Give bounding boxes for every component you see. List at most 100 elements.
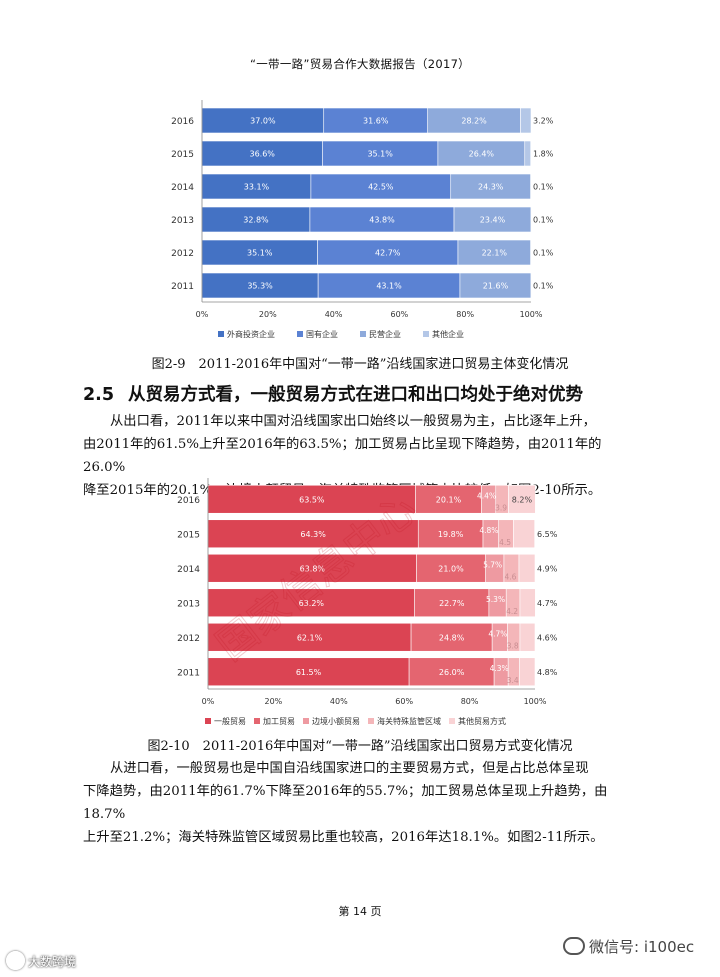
bar-segment (201, 173, 312, 200)
x-tick-label: 100% (524, 697, 547, 706)
bar-segment (459, 272, 532, 299)
bar-segment (520, 107, 532, 134)
data-label: 31.6% (363, 117, 389, 126)
category-label: 2016 (171, 117, 194, 127)
category-label: 2015 (177, 530, 200, 540)
data-label: 4.7% (488, 629, 507, 638)
paragraph-line: 由2011年的61.5%上升至2016年的63.5%；加工贸易占比呈现下降趋势，… (83, 437, 602, 475)
section-title: 从贸易方式看，一般贸易方式在进口和出口均处于绝对优势 (128, 385, 584, 405)
data-label: 63.2% (299, 599, 325, 608)
legend-label: 一般贸易 (214, 716, 246, 726)
data-label: 35.1% (247, 249, 273, 258)
bar-segment (519, 588, 536, 618)
figure-2-9-caption: 图2-9 2011-2016年中国对“一带一路”沿线国家进口贸易主体变化情况 (151, 357, 569, 372)
category-label: 2013 (171, 216, 194, 226)
data-label: 26.4% (469, 150, 495, 159)
data-label: 3.2% (533, 117, 554, 126)
paragraph-line: 下降趋势，由2011年的61.7%下降至2016年的55.7%；加工贸易总体呈现… (83, 784, 608, 822)
bar-segment (410, 622, 493, 652)
bar-segment (317, 239, 459, 266)
legend-swatch (218, 331, 224, 337)
data-label: 22.1% (482, 249, 508, 258)
data-label: 4.7% (537, 599, 558, 608)
data-label: 37.0% (250, 117, 276, 126)
category-label: 2015 (171, 150, 194, 160)
data-label: 61.5% (296, 668, 322, 677)
export-trade-mode-stacked-bar-chart: 2016 63.5% 20.1% 4.4% 3.9 8.2% 2015 64.3% 19.8% 4… (177, 478, 558, 726)
data-label: 35.3% (247, 282, 273, 291)
bar-segment (508, 484, 536, 514)
bar-segment (323, 107, 428, 134)
data-label: 4.2 (506, 607, 518, 616)
category-label: 2013 (177, 599, 200, 609)
data-label: 4.6% (537, 633, 558, 642)
data-label: 19.8% (438, 530, 464, 539)
data-label: 36.6% (249, 150, 275, 159)
paragraph-line: 从进口看，一般贸易也是中国自沿线国家进口的主要贸易方式，但是占比总体呈现 (110, 761, 589, 776)
data-label: 0.1% (533, 216, 554, 225)
bar-segment (415, 484, 482, 514)
legend-label: 国有企业 (306, 329, 338, 339)
x-tick-label: 60% (391, 310, 409, 319)
data-label: 62.1% (297, 633, 323, 642)
bar-segment (317, 272, 461, 299)
bar-segment (207, 657, 410, 687)
x-tick-label: 80% (461, 697, 479, 706)
x-tick-label: 60% (395, 697, 413, 706)
x-tick-label: 100% (520, 310, 543, 319)
category-label: 2012 (171, 249, 194, 259)
x-tick-label: 40% (330, 697, 348, 706)
data-label: 42.7% (375, 249, 401, 258)
wechat-icon (563, 937, 585, 955)
legend-swatch (449, 718, 455, 724)
bar-segment (453, 206, 532, 233)
category-label: 2011 (171, 282, 194, 292)
x-tick-label: 0% (202, 697, 215, 706)
data-label: 4.4% (477, 491, 496, 500)
watermark-left-text: 大数跨境 (28, 955, 77, 969)
data-label: 8.2% (512, 495, 533, 504)
category-label: 2016 (177, 496, 200, 506)
data-label: 0.1% (533, 183, 554, 192)
legend-label: 民营企业 (369, 329, 401, 339)
bar-segment (437, 140, 526, 167)
data-label: 64.3% (300, 530, 326, 539)
data-label: 0.1% (533, 249, 554, 258)
data-label: 6.5% (537, 530, 558, 539)
data-label: 28.2% (461, 117, 487, 126)
category-label: 2011 (177, 668, 200, 678)
bar-segment (207, 622, 412, 652)
paragraph-line: 上升至21.2%；海关特殊监管区域贸易比重也较高，2016年达18.1%。如图2… (83, 830, 604, 845)
bar-segment (201, 107, 325, 134)
section-number: 2.5 (83, 385, 115, 405)
bar-segment (207, 484, 416, 514)
data-label: 32.8% (243, 216, 269, 225)
bar-segment (530, 239, 532, 266)
data-label: 4.5 (499, 538, 511, 547)
legend-swatch (368, 718, 374, 724)
x-tick-label: 20% (265, 697, 283, 706)
data-label: 0.1% (533, 282, 554, 291)
data-label: 5.7% (483, 560, 502, 569)
legend-swatch (360, 331, 366, 337)
data-label: 3.8 (507, 641, 519, 650)
data-label: 63.8% (300, 564, 326, 573)
data-label: 63.5% (299, 495, 325, 504)
report-header-title: “一带一路”贸易合作大数据报告（2017） (250, 57, 470, 71)
category-label: 2014 (177, 565, 200, 575)
data-label: 23.4% (480, 216, 506, 225)
bar-segment (322, 140, 439, 167)
legend-label: 海关特殊监管区域 (377, 716, 441, 726)
data-label: 4.8% (537, 668, 558, 677)
data-label: 21.0% (438, 564, 464, 573)
data-label: 1.8% (533, 150, 554, 159)
bar-segment (519, 622, 536, 652)
bar-segment (530, 206, 532, 233)
data-label: 43.8% (369, 216, 395, 225)
bar-segment (427, 107, 521, 134)
bar-segment (513, 519, 535, 549)
legend-swatch (303, 718, 309, 724)
data-label: 20.1% (436, 495, 462, 504)
bar-segment (408, 657, 495, 687)
data-label: 43.1% (376, 282, 402, 291)
